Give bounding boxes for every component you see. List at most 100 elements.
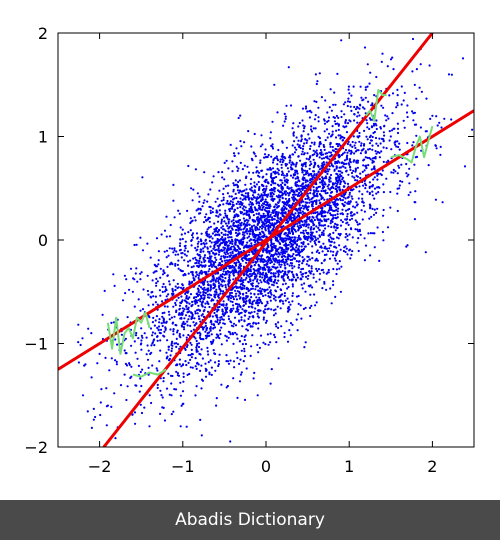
scatter-point: [277, 269, 281, 272]
scatter-point: [266, 302, 269, 305]
scatter-point: [300, 167, 304, 170]
scatter-point: [301, 150, 304, 153]
scatter-point: [165, 295, 168, 298]
scatter-point: [382, 208, 385, 212]
scatter-point: [251, 300, 254, 303]
scatter-point: [229, 200, 232, 203]
scatter-point: [224, 212, 227, 215]
scatter-point: [162, 406, 165, 409]
scatter-point: [318, 278, 321, 281]
scatter-point: [167, 310, 170, 313]
scatter-point: [187, 354, 190, 357]
scatter-point: [277, 211, 280, 214]
scatter-point: [172, 251, 175, 254]
scatter-point: [289, 245, 292, 248]
scatter-point: [296, 172, 299, 175]
scatter-point: [272, 159, 275, 162]
scatter-point: [334, 295, 337, 298]
scatter-point: [288, 154, 292, 157]
scatter-point: [201, 357, 204, 360]
scatter-point: [362, 204, 365, 207]
scatter-point: [217, 294, 220, 297]
scatter-point: [219, 237, 223, 241]
scatter-point: [271, 255, 275, 258]
scatter-point: [154, 332, 157, 335]
scatter-point: [392, 168, 395, 171]
scatter-point: [301, 256, 304, 259]
scatter-point: [306, 277, 309, 280]
scatter-point: [241, 308, 244, 311]
scatter-point: [284, 197, 287, 200]
scatter-point: [217, 264, 220, 267]
scatter-point: [300, 164, 303, 167]
scatter-point: [202, 293, 205, 296]
scatter-point: [257, 293, 260, 296]
scatter-point: [309, 173, 312, 176]
scatter-point: [331, 149, 334, 152]
scatter-point: [179, 269, 182, 272]
scatter-point: [303, 142, 306, 145]
scatter-point: [234, 192, 237, 195]
scatter-point: [220, 255, 223, 258]
scatter-point: [184, 247, 187, 250]
scatter-point: [269, 299, 272, 302]
scatter-point: [310, 130, 314, 133]
scatter-point: [299, 190, 302, 193]
scatter-point: [333, 201, 336, 204]
scatter-point: [264, 343, 267, 346]
scatter-point: [340, 115, 343, 119]
scatter-point: [204, 334, 207, 337]
scatter-point: [305, 225, 308, 228]
scatter-point: [210, 366, 213, 369]
scatter-point: [366, 126, 369, 129]
scatter-point: [269, 341, 272, 344]
scatter-point: [299, 271, 302, 274]
scatter-point: [277, 273, 280, 276]
scatter-point: [253, 275, 257, 278]
scatter-point: [271, 195, 274, 198]
scatter-point: [260, 199, 263, 203]
scatter-point: [178, 304, 182, 307]
scatter-point: [347, 88, 350, 91]
scatter-point: [141, 249, 145, 252]
scatter-point: [237, 261, 241, 264]
scatter-point: [309, 179, 312, 182]
scatter-point: [92, 407, 95, 410]
scatter-point: [415, 134, 418, 137]
scatter-point: [190, 187, 193, 190]
scatter-point: [396, 102, 399, 105]
scatter-point: [302, 169, 305, 172]
scatter-point: [257, 322, 260, 325]
scatter-point: [163, 229, 167, 232]
scatter-point: [174, 264, 177, 267]
scatter-point: [334, 214, 337, 217]
scatter-point: [223, 322, 226, 325]
scatter-point: [246, 296, 249, 299]
scatter-point: [239, 279, 242, 282]
scatter-point: [228, 273, 231, 277]
scatter-point: [363, 182, 367, 185]
scatter-point: [340, 153, 343, 157]
scatter-point: [255, 166, 258, 169]
scatter-point: [156, 339, 159, 342]
scatter-point: [295, 318, 298, 321]
scatter-point: [372, 124, 376, 127]
scatter-point: [322, 145, 326, 148]
scatter-point: [234, 179, 237, 182]
scatter-point: [318, 221, 321, 224]
scatter-point: [339, 183, 342, 186]
scatter-point: [315, 280, 318, 283]
scatter-point: [260, 255, 263, 258]
scatter-point: [174, 262, 177, 266]
scatter-point: [133, 243, 136, 247]
scatter-point: [258, 185, 261, 189]
scatter-point: [187, 164, 190, 168]
scatter-point: [216, 320, 219, 324]
scatter-point: [396, 209, 399, 213]
scatter-point: [258, 207, 261, 210]
scatter-point: [387, 159, 390, 162]
scatter-point: [306, 260, 309, 263]
scatter-point: [222, 233, 225, 236]
scatter-point: [222, 203, 225, 206]
scatter-point: [313, 100, 316, 103]
